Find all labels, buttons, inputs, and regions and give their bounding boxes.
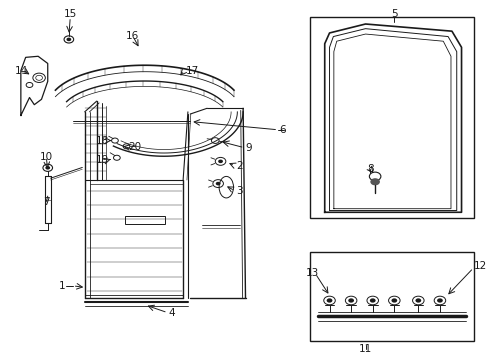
Text: 1: 1 xyxy=(59,281,65,291)
Bar xyxy=(310,252,472,341)
Text: 19: 19 xyxy=(95,155,108,165)
Circle shape xyxy=(415,298,420,303)
Circle shape xyxy=(369,178,379,185)
Text: 17: 17 xyxy=(185,66,198,76)
Circle shape xyxy=(391,298,396,303)
Text: 6: 6 xyxy=(279,125,285,135)
Text: 8: 8 xyxy=(366,164,373,174)
Bar xyxy=(310,17,472,218)
Circle shape xyxy=(326,298,332,303)
Text: 9: 9 xyxy=(245,143,252,153)
Text: 11: 11 xyxy=(358,343,371,354)
Circle shape xyxy=(436,298,442,303)
Text: 5: 5 xyxy=(390,9,397,19)
Text: 7: 7 xyxy=(43,197,49,207)
Text: 4: 4 xyxy=(168,308,175,318)
Circle shape xyxy=(347,298,353,303)
Text: 20: 20 xyxy=(128,142,141,152)
Circle shape xyxy=(45,166,50,170)
Circle shape xyxy=(218,159,223,163)
Text: 18: 18 xyxy=(95,136,108,145)
Text: 3: 3 xyxy=(235,186,242,196)
Text: 2: 2 xyxy=(235,161,242,171)
Text: 13: 13 xyxy=(305,268,319,278)
Circle shape xyxy=(215,182,220,185)
Text: 16: 16 xyxy=(126,31,139,41)
Text: 10: 10 xyxy=(40,152,53,162)
Bar xyxy=(124,216,165,224)
Text: 12: 12 xyxy=(472,261,486,271)
Circle shape xyxy=(369,298,375,303)
Circle shape xyxy=(66,38,71,41)
Text: 14: 14 xyxy=(15,66,28,76)
Text: 15: 15 xyxy=(63,9,77,19)
